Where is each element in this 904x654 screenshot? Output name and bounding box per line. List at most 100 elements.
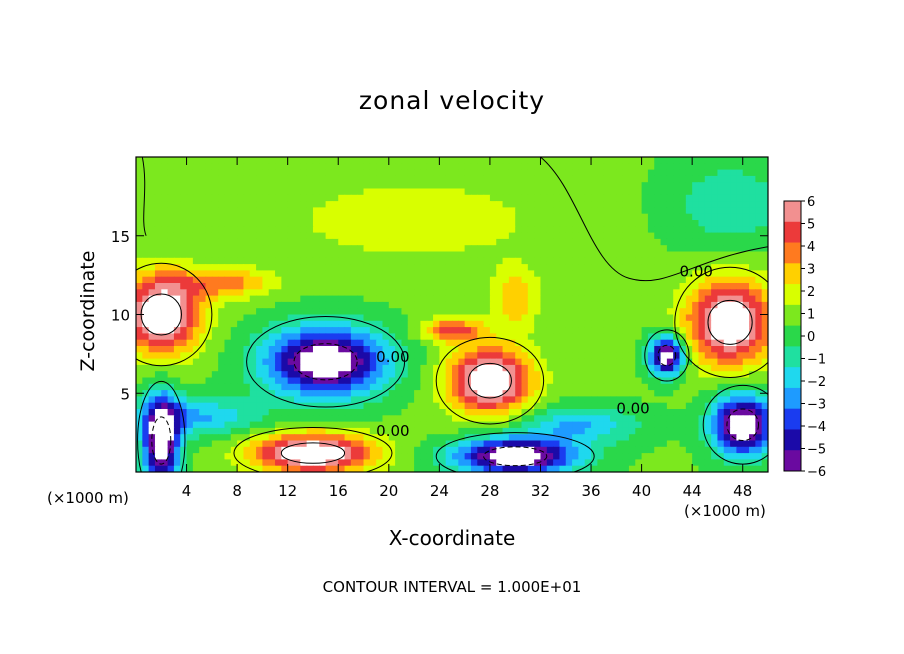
heatmap-cell bbox=[761, 352, 768, 360]
heatmap-cell bbox=[489, 182, 497, 190]
heatmap-cell bbox=[654, 213, 662, 221]
heatmap-cell bbox=[742, 446, 750, 454]
heatmap-cell bbox=[407, 220, 415, 227]
heatmap-cell bbox=[401, 301, 409, 309]
heatmap-cell bbox=[268, 251, 276, 259]
heatmap-cell bbox=[319, 427, 327, 435]
heatmap-cell bbox=[597, 459, 605, 467]
heatmap-cell bbox=[142, 446, 150, 454]
heatmap-cell bbox=[256, 188, 263, 196]
heatmap-cell bbox=[186, 175, 194, 183]
heatmap-cell bbox=[306, 415, 314, 423]
heatmap-cell bbox=[395, 383, 403, 391]
heatmap-cell bbox=[180, 383, 188, 391]
heatmap-cell bbox=[698, 453, 706, 460]
heatmap-cell bbox=[711, 358, 719, 366]
heatmap-cell bbox=[565, 157, 573, 164]
heatmap-cell bbox=[407, 207, 415, 215]
heatmap-cell bbox=[553, 396, 561, 404]
heatmap-cell bbox=[749, 245, 756, 253]
heatmap-cell bbox=[401, 314, 409, 322]
heatmap-cell bbox=[452, 434, 459, 442]
heatmap-cell bbox=[154, 257, 162, 265]
heatmap-cell bbox=[414, 194, 421, 202]
heatmap-cell bbox=[553, 383, 561, 391]
heatmap-cell bbox=[527, 371, 535, 379]
heatmap-cell bbox=[344, 264, 352, 271]
heatmap-cell bbox=[666, 440, 674, 448]
heatmap-cell bbox=[281, 238, 289, 246]
heatmap-cell bbox=[180, 251, 188, 259]
heatmap-cell bbox=[477, 339, 485, 347]
heatmap-cell bbox=[262, 371, 270, 379]
heatmap-cell bbox=[597, 434, 605, 442]
heatmap-cell bbox=[154, 333, 162, 341]
heatmap-cell bbox=[502, 320, 510, 328]
heatmap-cell bbox=[470, 314, 478, 322]
heatmap-cell bbox=[154, 295, 162, 303]
heatmap-cell bbox=[369, 427, 377, 435]
heatmap-cell bbox=[211, 383, 219, 391]
heatmap-cell bbox=[161, 194, 169, 202]
heatmap-cell bbox=[268, 289, 276, 297]
heatmap-cell bbox=[553, 358, 561, 366]
heatmap-cell bbox=[338, 358, 346, 366]
heatmap-cell bbox=[591, 327, 598, 334]
heatmap-cell bbox=[559, 440, 567, 448]
heatmap-cell bbox=[666, 390, 674, 397]
heatmap-cell bbox=[742, 327, 750, 334]
heatmap-cell bbox=[502, 396, 510, 404]
heatmap-cell bbox=[546, 364, 554, 372]
heatmap-cell bbox=[407, 446, 415, 454]
heatmap-cell bbox=[426, 427, 434, 435]
heatmap-cell bbox=[565, 371, 573, 379]
heatmap-cell bbox=[192, 409, 200, 416]
heatmap-cell bbox=[262, 314, 270, 322]
heatmap-cell bbox=[685, 415, 693, 423]
heatmap-cell bbox=[136, 358, 143, 366]
heatmap-cell bbox=[395, 358, 403, 366]
heatmap-cell bbox=[325, 314, 333, 322]
heatmap-cell bbox=[692, 220, 700, 227]
heatmap-cell bbox=[338, 251, 346, 259]
heatmap-cell bbox=[325, 421, 333, 429]
heatmap-cell bbox=[199, 352, 207, 360]
heatmap-cell bbox=[218, 446, 226, 454]
heatmap-cell bbox=[205, 459, 213, 467]
heatmap-cell bbox=[268, 371, 276, 379]
heatmap-cell bbox=[616, 232, 624, 240]
heatmap-cell bbox=[660, 232, 668, 240]
heatmap-cell bbox=[559, 232, 567, 240]
heatmap-cell bbox=[458, 327, 466, 334]
heatmap-cell bbox=[603, 295, 611, 303]
heatmap-cell bbox=[300, 364, 308, 372]
heatmap-cell bbox=[433, 346, 440, 353]
heatmap-cell bbox=[692, 283, 700, 290]
heatmap-cell bbox=[363, 314, 371, 322]
heatmap-cell bbox=[660, 276, 668, 284]
heatmap-cell bbox=[142, 163, 150, 171]
heatmap-cell bbox=[376, 409, 384, 416]
heatmap-cell bbox=[628, 465, 636, 472]
heatmap-cell bbox=[414, 251, 421, 259]
heatmap-cell bbox=[445, 308, 453, 316]
heatmap-cell bbox=[376, 270, 384, 278]
heatmap-cell bbox=[344, 157, 352, 164]
heatmap-cell bbox=[452, 163, 459, 171]
heatmap-cell bbox=[294, 427, 301, 435]
heatmap-cell bbox=[167, 226, 175, 234]
heatmap-cell bbox=[685, 314, 693, 322]
heatmap-cell bbox=[628, 289, 636, 297]
heatmap-cell bbox=[148, 238, 156, 246]
heatmap-cell bbox=[730, 169, 737, 177]
heatmap-cell bbox=[685, 327, 693, 334]
heatmap-cell bbox=[711, 364, 719, 372]
heatmap-cell bbox=[591, 383, 598, 391]
heatmap-cell bbox=[388, 453, 396, 460]
heatmap-cell bbox=[256, 415, 263, 423]
heatmap-cell bbox=[761, 409, 768, 416]
heatmap-cell bbox=[154, 308, 162, 316]
heatmap-cell bbox=[692, 364, 700, 372]
heatmap-cell bbox=[647, 390, 655, 397]
heatmap-cell bbox=[597, 238, 605, 246]
